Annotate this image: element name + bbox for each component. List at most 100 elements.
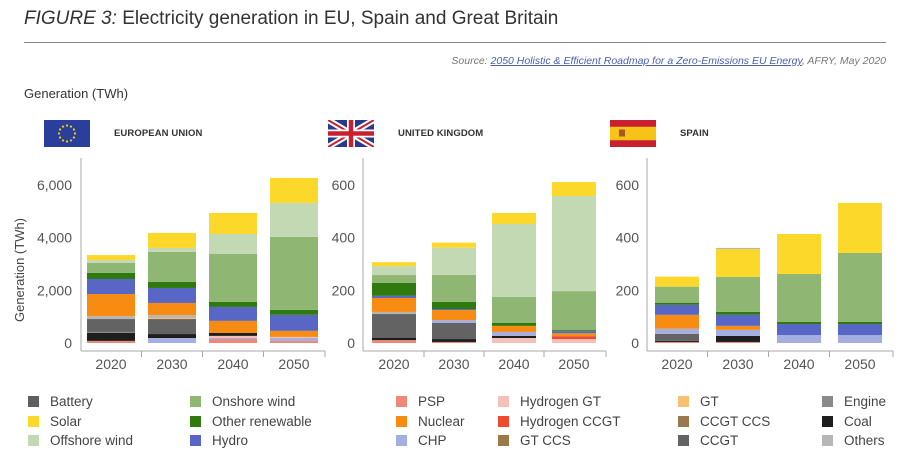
bar-segment-other-renewable [655, 302, 699, 305]
bar-segment-coal [372, 337, 416, 341]
y-tick-label: 0 [64, 335, 72, 351]
bar-segment-solar [148, 232, 196, 248]
bar-segment-hydrogen-gt [209, 335, 257, 338]
bar-segment-chp [777, 335, 821, 343]
panel-title-eu: EUROPEAN UNION [114, 127, 203, 139]
legend-label: Onshore wind [212, 394, 296, 409]
y-tick-label: 600 [616, 177, 640, 193]
legend-item-gt-ccs: GT CCS [498, 433, 571, 448]
x-tick-label: 2040 [783, 356, 814, 372]
legend-item-onshore-wind: Onshore wind [190, 394, 295, 409]
panel-title-spain: SPAIN [680, 127, 709, 139]
legend-label: GT [700, 394, 719, 409]
bar-segment-solar [209, 212, 257, 234]
bar-segment-offshore-wind [432, 247, 476, 275]
x-tick-label: 2050 [278, 356, 309, 372]
bar-segment-onshore-wind [270, 236, 318, 310]
bar-segment-ccgt [432, 322, 476, 340]
chart-panel-1: 0 200 400 600 2020 2030 2040 2050 [332, 158, 607, 372]
x-tick-label: 2020 [95, 356, 126, 372]
bar-segment-nuclear [87, 294, 135, 317]
bar-segment-offshore-wind [372, 266, 416, 276]
legend-item-coal: Coal [822, 414, 872, 429]
bar-segment-psp [372, 340, 416, 343]
x-tick-label: 2030 [722, 356, 753, 372]
legend-item-others: Others [822, 433, 885, 448]
bar-segment-onshore-wind [716, 276, 760, 312]
bar-segment-offshore-wind [209, 233, 257, 254]
legend-label: CCGT CCS [700, 413, 771, 429]
x-tick-label: 2030 [438, 356, 469, 372]
bar-segment-coal [87, 332, 135, 341]
bar-segment-nuclear [552, 333, 596, 337]
bar-segment-coal [655, 340, 699, 342]
legend-label: CCGT [700, 433, 739, 448]
bar-segment-coal [716, 335, 760, 342]
bar-segment-hydrogen-gt [552, 339, 596, 343]
spain-flag-icon [610, 119, 656, 147]
y-tick-label: 4,000 [37, 230, 72, 246]
bar-segment-hydro [838, 324, 882, 336]
bar-segment-onshore-wind [372, 275, 416, 283]
bar-segment-psp [87, 340, 135, 343]
legend-swatch [678, 396, 689, 407]
bar-segment-others [372, 311, 416, 315]
bar-segment-chp [655, 328, 699, 334]
legend-item-chp: CHP [396, 433, 447, 448]
bar-segment-coal [492, 335, 536, 338]
y-tick-label: 200 [616, 282, 640, 298]
bar-segment-onshore-wind [209, 253, 257, 302]
legend-label: Hydrogen GT [520, 394, 602, 409]
legend-item-battery: Battery [28, 394, 93, 409]
bar-segment-coal [148, 334, 196, 338]
bar-segment-psp [209, 339, 257, 343]
legend-label: Solar [50, 413, 82, 429]
bar-segment-coal [432, 339, 476, 342]
legend-label: Coal [844, 413, 872, 429]
y-tick-label: 6,000 [37, 177, 72, 193]
bar-segment-hydro [552, 331, 596, 334]
legend-item-ccgt-ccs: CCGT CCS [678, 414, 770, 429]
legend-item-offshore-wind: Offshore wind [28, 433, 133, 448]
bar-segment-nuclear [270, 330, 318, 337]
bar-segment-hydrogen-gt [270, 336, 318, 338]
legend-item-psp: PSP [396, 394, 445, 409]
bar-segment-chp [838, 335, 882, 343]
bar-segment-onshore-wind [87, 262, 135, 273]
bar-segment-offshore-wind [552, 196, 596, 292]
bar-segment-ccgt [655, 333, 699, 341]
bar-segment-solar [716, 248, 760, 277]
eu-flag-icon [44, 119, 90, 147]
bar-segment-hydro [270, 314, 318, 331]
legend-item-hydrogen-gt: Hydrogen GT [498, 394, 601, 409]
bar-segment-hydro [432, 309, 476, 311]
legend-swatch [28, 396, 39, 407]
bar-segment-chp [716, 329, 760, 336]
source-link[interactable]: 2050 Holistic & Efficient Roadmap for a … [490, 55, 802, 67]
legend-label: Hydro [212, 433, 249, 448]
legend-label: Other renewable [212, 413, 312, 429]
legend-label: Others [844, 433, 885, 448]
uk-flag-icon [328, 119, 374, 147]
bar-segment-hydro [209, 306, 257, 321]
bar-segment-solar [432, 242, 476, 248]
legend-swatch [190, 396, 201, 407]
chart-panel-2: 0 200 400 600 2020 2030 2040 2050 [616, 158, 894, 372]
bar-segment-solar [372, 262, 416, 267]
bar-segment-other-renewable [372, 282, 416, 296]
legend-swatch [822, 396, 833, 407]
y-tick-label: 0 [631, 335, 639, 351]
legend-swatch [190, 435, 201, 446]
bar-segment-hydro [777, 324, 821, 336]
bar-segment-gt [148, 317, 196, 320]
bar-segment-onshore-wind [552, 291, 596, 331]
x-tick-label: 2040 [498, 356, 529, 372]
legend-swatch [678, 415, 689, 427]
bar-segment-onshore-wind [432, 274, 476, 302]
legend-label: Hydrogen CCGT [520, 413, 621, 429]
figure-title: FIGURE 3: Electricity generation in EU, … [24, 8, 558, 30]
legend-swatch [190, 415, 201, 427]
bar-segment-offshore-wind [148, 247, 196, 252]
legend-swatch [396, 435, 407, 446]
bar-segment-other-renewable [87, 272, 135, 280]
